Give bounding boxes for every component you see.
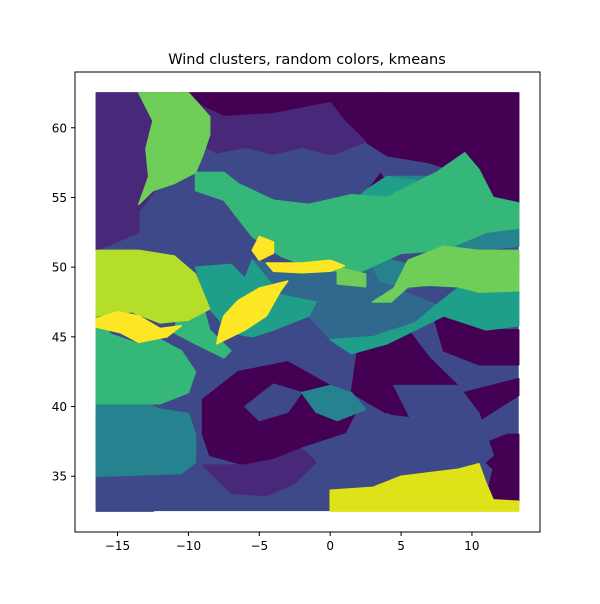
cluster-8-region-3 — [336, 266, 367, 288]
cluster-10 — [329, 462, 520, 512]
plot-area — [95, 92, 520, 512]
cluster-5-region-4 — [301, 384, 367, 422]
chart-title: Wind clusters, random colors, kmeans — [168, 52, 446, 68]
cluster-8 — [138, 92, 520, 303]
cluster-11-region-1 — [95, 311, 183, 344]
y-tick-label: 55 — [52, 191, 67, 205]
y-tick-label: 60 — [52, 121, 67, 135]
x-tick-label: 10 — [464, 539, 479, 553]
cluster-11-region-3 — [251, 235, 275, 261]
cluster-3-region-4 — [301, 412, 416, 471]
plot-frame — [74, 71, 541, 533]
cluster-2-region-3 — [201, 447, 317, 497]
cluster-3-region-3 — [393, 384, 494, 475]
y-tick-label: 45 — [52, 330, 67, 344]
cluster-6-region-3 — [329, 287, 520, 355]
cluster-10-region-1 — [329, 462, 520, 512]
cluster-8-region-1 — [138, 92, 211, 206]
cluster-7-region-1 — [194, 152, 520, 274]
cluster-11-region-4 — [265, 259, 346, 274]
y-tick-label: 40 — [52, 400, 67, 414]
x-axis: −15 −10 −5 0 5 10 — [105, 532, 480, 553]
y-tick-label: 50 — [52, 261, 67, 275]
cluster-11 — [95, 235, 346, 345]
x-tick-label: −15 — [105, 539, 130, 553]
x-tick-label: 5 — [397, 539, 405, 553]
y-tick-label: 35 — [52, 470, 67, 484]
cluster-3-region-5 — [244, 383, 303, 422]
x-tick-label: −5 — [250, 539, 268, 553]
x-tick-label: 0 — [326, 539, 334, 553]
cluster-8-region-2 — [371, 245, 520, 303]
cluster-11-region-2 — [216, 280, 289, 345]
x-tick-label: −10 — [176, 539, 201, 553]
cluster-7-region-2 — [95, 311, 197, 405]
y-axis: 35 40 45 50 55 60 — [52, 121, 75, 484]
